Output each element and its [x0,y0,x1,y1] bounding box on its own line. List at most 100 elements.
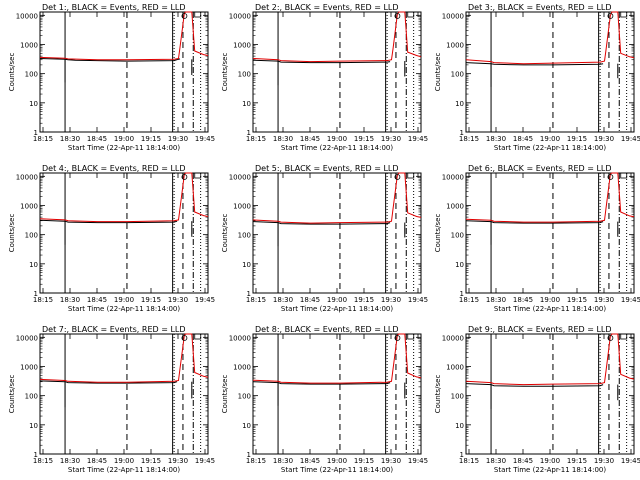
x-tick-label: 19:15 [354,135,374,143]
panel-title: Det 6:, BLACK = Events, RED = LLD [468,164,612,173]
y-tick-label: 10000 [442,334,464,342]
peak-marker [394,13,401,19]
y-tick-label: 10 [455,100,464,108]
y-tick-label: 10 [455,261,464,269]
x-tick-label: 18:15 [459,457,479,465]
y-tick-label: 1 [247,451,251,459]
y-tick-label: 100 [25,393,38,401]
x-tick-label: 19:00 [114,296,134,304]
y-axis-label: Counts/sec [434,53,442,92]
x-tick-label: 19:30 [168,457,188,465]
y-tick-label: 10 [242,422,251,430]
x-axis-label: Start Time (22-Apr-11 18:14:00) [494,466,606,474]
peak-marker [394,174,401,180]
x-tick-label: 18:45 [300,135,320,143]
lld-series-line [252,11,422,63]
x-tick-label: 19:00 [327,135,347,143]
y-tick-label: 1 [460,129,464,137]
saa-marker [194,11,202,18]
panel-title: Det 3:, BLACK = Events, RED = LLD [468,3,612,12]
peak-marker [607,335,614,341]
y-tick-label: 1 [247,129,251,137]
events-series-line [39,380,178,384]
y-tick-label: 10 [242,261,251,269]
y-axis-label: Counts/sec [8,53,16,92]
x-tick-label: 19:45 [195,296,215,304]
x-tick-label: 19:00 [327,457,347,465]
x-tick-label: 18:30 [486,135,506,143]
y-tick-label: 10 [29,100,38,108]
events-series-line [252,381,391,385]
x-tick-label: 18:45 [513,457,533,465]
x-tick-label: 19:30 [594,296,614,304]
x-tick-label: 19:30 [594,457,614,465]
saa-marker [194,333,202,340]
x-tick-label: 19:00 [114,135,134,143]
x-axis-label: Start Time (22-Apr-11 18:14:00) [68,305,180,313]
y-tick-label: 10 [455,422,464,430]
x-tick-label: 19:30 [381,457,401,465]
x-tick-label: 18:15 [246,457,266,465]
y-tick-label: 1000 [20,363,38,371]
lld-series-line [39,11,209,61]
y-tick-label: 1 [460,290,464,298]
y-axis-label: Counts/sec [8,375,16,414]
saa-marker [407,11,415,18]
lld-series-line [252,172,422,224]
x-tick-label: 19:00 [540,135,560,143]
x-tick-label: 18:45 [300,457,320,465]
x-tick-label: 19:45 [621,135,640,143]
panel-title: Det 2:, BLACK = Events, RED = LLD [255,3,399,12]
x-tick-label: 19:45 [195,457,215,465]
y-axis-label: Counts/sec [434,375,442,414]
y-tick-label: 1 [247,290,251,298]
x-tick-label: 19:45 [408,135,428,143]
x-axis-label: Start Time (22-Apr-11 18:14:00) [281,305,393,313]
x-tick-label: 18:45 [87,135,107,143]
x-tick-label: 18:30 [273,457,293,465]
lld-series-line [465,11,635,65]
x-tick-label: 19:45 [621,457,640,465]
y-axis-label: Counts/sec [434,214,442,253]
y-axis-label: Counts/sec [221,53,229,92]
y-tick-label: 100 [25,232,38,240]
x-tick-label: 19:15 [354,457,374,465]
y-tick-label: 10000 [442,12,464,20]
detector-panel-8: Det 8:, BLACK = Events, RED = LLD 1 10 100 1… [221,325,428,474]
x-axis-label: Start Time (22-Apr-11 18:14:00) [281,466,393,474]
x-tick-label: 18:45 [87,457,107,465]
panel-title: Det 4:, BLACK = Events, RED = LLD [42,164,186,173]
y-tick-label: 1000 [233,41,251,49]
x-tick-label: 18:15 [246,296,266,304]
panel-title: Det 7:, BLACK = Events, RED = LLD [42,325,186,334]
events-series-line [39,219,178,224]
events-series-line [465,220,604,224]
panel-title: Det 5:, BLACK = Events, RED = LLD [255,164,399,173]
x-tick-label: 18:30 [60,296,80,304]
x-tick-label: 19:30 [168,296,188,304]
y-tick-label: 10 [29,261,38,269]
y-tick-label: 100 [451,71,464,79]
peak-marker [181,13,188,19]
y-axis-label: Counts/sec [221,375,229,414]
x-tick-label: 18:15 [33,296,53,304]
lld-series-line [465,333,635,386]
x-tick-label: 19:15 [567,135,587,143]
x-tick-label: 19:00 [114,457,134,465]
peak-marker [181,335,188,341]
peak-marker [607,174,614,180]
y-tick-label: 1000 [233,363,251,371]
peak-marker [607,13,614,19]
lld-series-line [252,333,422,384]
x-axis-label: Start Time (22-Apr-11 18:14:00) [281,144,393,152]
saa-marker [407,333,415,340]
x-tick-label: 19:30 [381,296,401,304]
x-tick-label: 19:45 [621,296,640,304]
x-tick-label: 18:30 [273,296,293,304]
x-axis-label: Start Time (22-Apr-11 18:14:00) [494,144,606,152]
detector-panel-6: Det 6:, BLACK = Events, RED = LLD 1 10 100 1… [434,164,640,313]
lld-series-line [39,333,209,383]
y-tick-label: 1000 [446,363,464,371]
saa-marker [407,172,415,179]
x-axis-label: Start Time (22-Apr-11 18:14:00) [68,144,180,152]
